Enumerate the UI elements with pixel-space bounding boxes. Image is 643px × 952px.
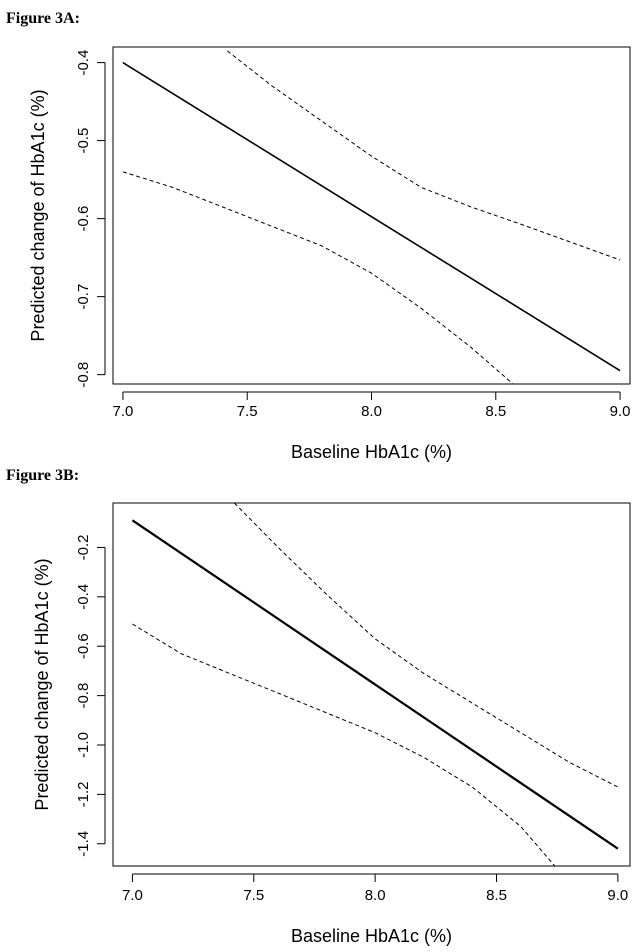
chart-3a-x-tick-label: 9.0 [610, 403, 631, 420]
chart-3a-x-axis-title: Baseline HbA1c (%) [291, 442, 452, 462]
chart-3b-y-tick-label: -1.2 [75, 781, 92, 807]
figure-3b-label: Figure 3B: [6, 467, 80, 484]
chart-3b-x-tick-label: 8.0 [365, 887, 386, 904]
chart-3a-y-tick-label: -0.8 [75, 362, 92, 388]
chart-3b-y-tick-label: -1.4 [75, 831, 92, 857]
chart-3a-plot-frame [112, 46, 631, 385]
chart-3a-y-tick-label: -0.4 [75, 50, 92, 76]
chart-3b-y-tick-label: -0.8 [75, 683, 92, 709]
chart-3b-y-axis-title: Predicted change of HbA1c (%) [32, 558, 52, 810]
chart-3a-lower-ci-line [122, 171, 514, 384]
chart-3a-predicted-line [122, 61, 621, 372]
chart-3a-x-tick-label: 7.5 [237, 403, 258, 420]
chart-3a-x-tick-label: 7.0 [113, 403, 134, 420]
chart-3b-x-tick-label: 7.5 [243, 887, 264, 904]
chart-3b-y-tick-label: -0.6 [75, 633, 92, 659]
chart-3a-y-tick-label: -0.5 [75, 128, 92, 154]
chart-3a-y-axis-title: Predicted change of HbA1c (%) [28, 89, 48, 341]
chart-3b-x-tick-label: 8.5 [486, 887, 507, 904]
chart-3b-x-tick-label: 7.0 [122, 887, 143, 904]
chart-3b-x-axis-title: Baseline HbA1c (%) [291, 926, 452, 946]
chart-3b-upper-ci-line [234, 503, 619, 788]
chart-3b-lower-ci-line [132, 623, 556, 866]
chart-3b-y-tick-label: -0.2 [75, 535, 92, 561]
chart-3b-plot-frame [112, 502, 631, 867]
chart-3a-upper-ci-line [226, 50, 621, 261]
chart-3b-predicted-line [131, 519, 619, 850]
chart-3a-y-tick-label: -0.7 [75, 284, 92, 310]
chart-3b-x-tick-label: 9.0 [607, 887, 628, 904]
figure-3a-label: Figure 3A: [6, 10, 80, 27]
chart-3a-x-tick-label: 8.5 [485, 403, 506, 420]
chart-3a-x-tick-label: 8.0 [361, 403, 382, 420]
chart-3b-y-tick-label: -1.0 [75, 732, 92, 758]
chart-3a-y-tick-label: -0.6 [75, 206, 92, 232]
chart-3b-y-tick-label: -0.4 [75, 584, 92, 610]
